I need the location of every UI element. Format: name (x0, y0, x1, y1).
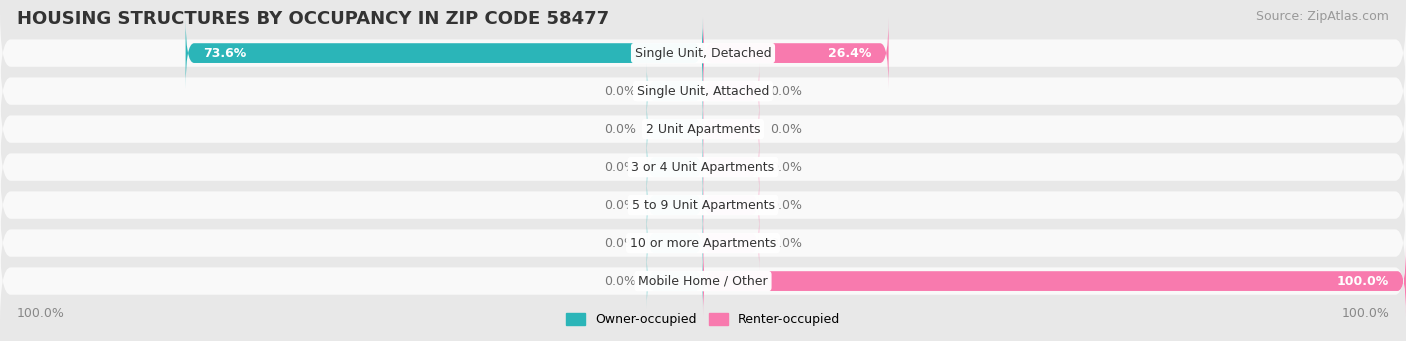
Text: 0.0%: 0.0% (605, 237, 637, 250)
FancyBboxPatch shape (703, 139, 759, 195)
Text: 0.0%: 0.0% (770, 161, 801, 174)
Text: HOUSING STRUCTURES BY OCCUPANCY IN ZIP CODE 58477: HOUSING STRUCTURES BY OCCUPANCY IN ZIP C… (17, 10, 609, 28)
FancyBboxPatch shape (647, 139, 703, 195)
Text: 100.0%: 100.0% (17, 307, 65, 320)
Text: 5 to 9 Unit Apartments: 5 to 9 Unit Apartments (631, 198, 775, 211)
FancyBboxPatch shape (0, 200, 1406, 286)
Text: 73.6%: 73.6% (204, 47, 246, 60)
Text: 100.0%: 100.0% (1336, 275, 1389, 287)
Text: 0.0%: 0.0% (770, 85, 801, 98)
Text: 0.0%: 0.0% (770, 237, 801, 250)
FancyBboxPatch shape (703, 17, 889, 89)
Text: Single Unit, Detached: Single Unit, Detached (634, 47, 772, 60)
Text: 100.0%: 100.0% (1341, 307, 1389, 320)
FancyBboxPatch shape (647, 63, 703, 119)
Text: Source: ZipAtlas.com: Source: ZipAtlas.com (1256, 10, 1389, 23)
FancyBboxPatch shape (647, 101, 703, 157)
Text: 0.0%: 0.0% (605, 275, 637, 287)
Text: 0.0%: 0.0% (605, 123, 637, 136)
FancyBboxPatch shape (703, 246, 1406, 317)
Text: 2 Unit Apartments: 2 Unit Apartments (645, 123, 761, 136)
FancyBboxPatch shape (0, 86, 1406, 173)
Text: 0.0%: 0.0% (770, 198, 801, 211)
FancyBboxPatch shape (0, 162, 1406, 248)
Text: 0.0%: 0.0% (605, 198, 637, 211)
Text: Mobile Home / Other: Mobile Home / Other (638, 275, 768, 287)
FancyBboxPatch shape (647, 253, 703, 309)
FancyBboxPatch shape (703, 101, 759, 157)
Text: 26.4%: 26.4% (828, 47, 872, 60)
FancyBboxPatch shape (647, 215, 703, 271)
FancyBboxPatch shape (647, 177, 703, 233)
Text: Single Unit, Attached: Single Unit, Attached (637, 85, 769, 98)
FancyBboxPatch shape (0, 10, 1406, 97)
Text: 0.0%: 0.0% (605, 161, 637, 174)
Text: 0.0%: 0.0% (605, 85, 637, 98)
Legend: Owner-occupied, Renter-occupied: Owner-occupied, Renter-occupied (561, 308, 845, 331)
FancyBboxPatch shape (0, 238, 1406, 324)
FancyBboxPatch shape (0, 48, 1406, 134)
FancyBboxPatch shape (0, 124, 1406, 210)
Text: 3 or 4 Unit Apartments: 3 or 4 Unit Apartments (631, 161, 775, 174)
Text: 0.0%: 0.0% (770, 123, 801, 136)
FancyBboxPatch shape (703, 177, 759, 233)
FancyBboxPatch shape (703, 215, 759, 271)
Text: 10 or more Apartments: 10 or more Apartments (630, 237, 776, 250)
FancyBboxPatch shape (186, 17, 703, 89)
FancyBboxPatch shape (703, 63, 759, 119)
